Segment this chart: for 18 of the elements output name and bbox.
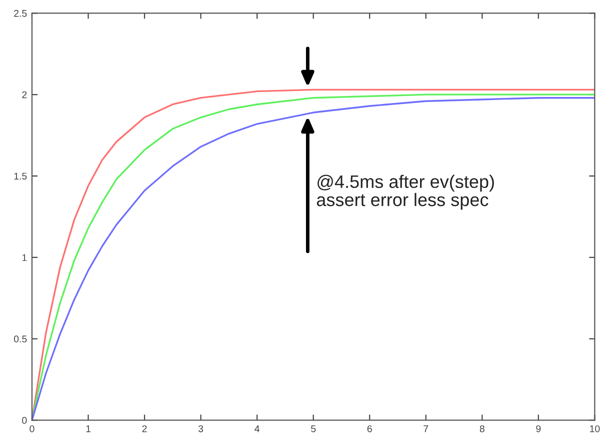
y-tick-label: 2 (22, 91, 27, 98)
x-tick-label: 9 (536, 425, 541, 432)
y-tick-label: 1.5 (14, 172, 27, 180)
y-tick-label: 1 (22, 254, 27, 261)
annotation: @4.5ms after ev(step) assert error less spec (316, 174, 494, 210)
x-tick-label: 4 (254, 425, 260, 432)
x-tick-label: 7 (424, 425, 428, 432)
x-tick-label: 1 (86, 425, 90, 432)
x-tick-label: 6 (367, 425, 372, 432)
x-tick-label: 10 (590, 425, 600, 432)
y-tick-label: 0 (22, 416, 27, 424)
x-tick-label: 5 (311, 425, 316, 432)
y-tick-label: 2.5 (14, 10, 27, 17)
x-tick-label: 8 (480, 425, 484, 432)
x-tick-label: 3 (198, 425, 204, 432)
y-tick-label: 0.5 (14, 336, 27, 342)
x-tick-label: 0 (30, 425, 34, 432)
x-tick-label: 2 (142, 425, 147, 432)
